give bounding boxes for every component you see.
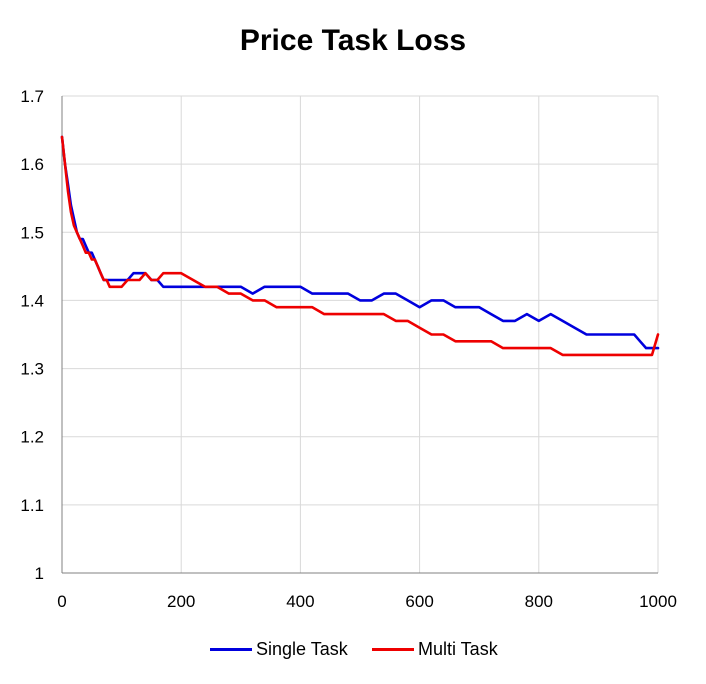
- y-tick-label: 1.5: [20, 223, 44, 242]
- legend-swatch-single-task: [210, 647, 252, 651]
- y-tick-label: 1.3: [20, 360, 44, 379]
- legend-item-single-task: Single Task: [210, 636, 348, 662]
- series-lines: [60, 135, 660, 357]
- legend-item-multi-task: Multi Task: [372, 636, 498, 662]
- legend-swatch-multi-task: [372, 647, 414, 651]
- x-tick-label: 200: [167, 592, 195, 611]
- y-tick-label: 1.6: [20, 155, 44, 174]
- x-tick-label: 600: [405, 592, 433, 611]
- y-tick-label: 1: [35, 564, 44, 583]
- y-tick-label: 1.4: [20, 291, 44, 310]
- legend-label-single-task: Single Task: [256, 638, 348, 659]
- x-tick-label: 0: [57, 592, 66, 611]
- grid-lines: [61, 95, 659, 574]
- chart-title: Price Task Loss: [239, 24, 467, 57]
- series-line-multi-task: [60, 135, 660, 357]
- legend-label-multi-task: Multi Task: [418, 638, 498, 659]
- legend: Single Task Multi Task: [0, 636, 706, 662]
- x-tick-label: 400: [286, 592, 314, 611]
- series-line-single-task: [60, 135, 660, 350]
- x-tick-label: 1000: [639, 592, 677, 611]
- y-tick-label: 1.2: [20, 428, 44, 447]
- y-tick-label: 1.1: [20, 496, 44, 515]
- axes: [61, 96, 658, 574]
- y-tick-label: 1.7: [20, 87, 44, 106]
- tick-labels: 1 1.1 1.2 1.3 1.4 1.5 1.6 1.7 0 200 400 600 800 1000: [20, 87, 677, 611]
- x-tick-label: 800: [525, 592, 553, 611]
